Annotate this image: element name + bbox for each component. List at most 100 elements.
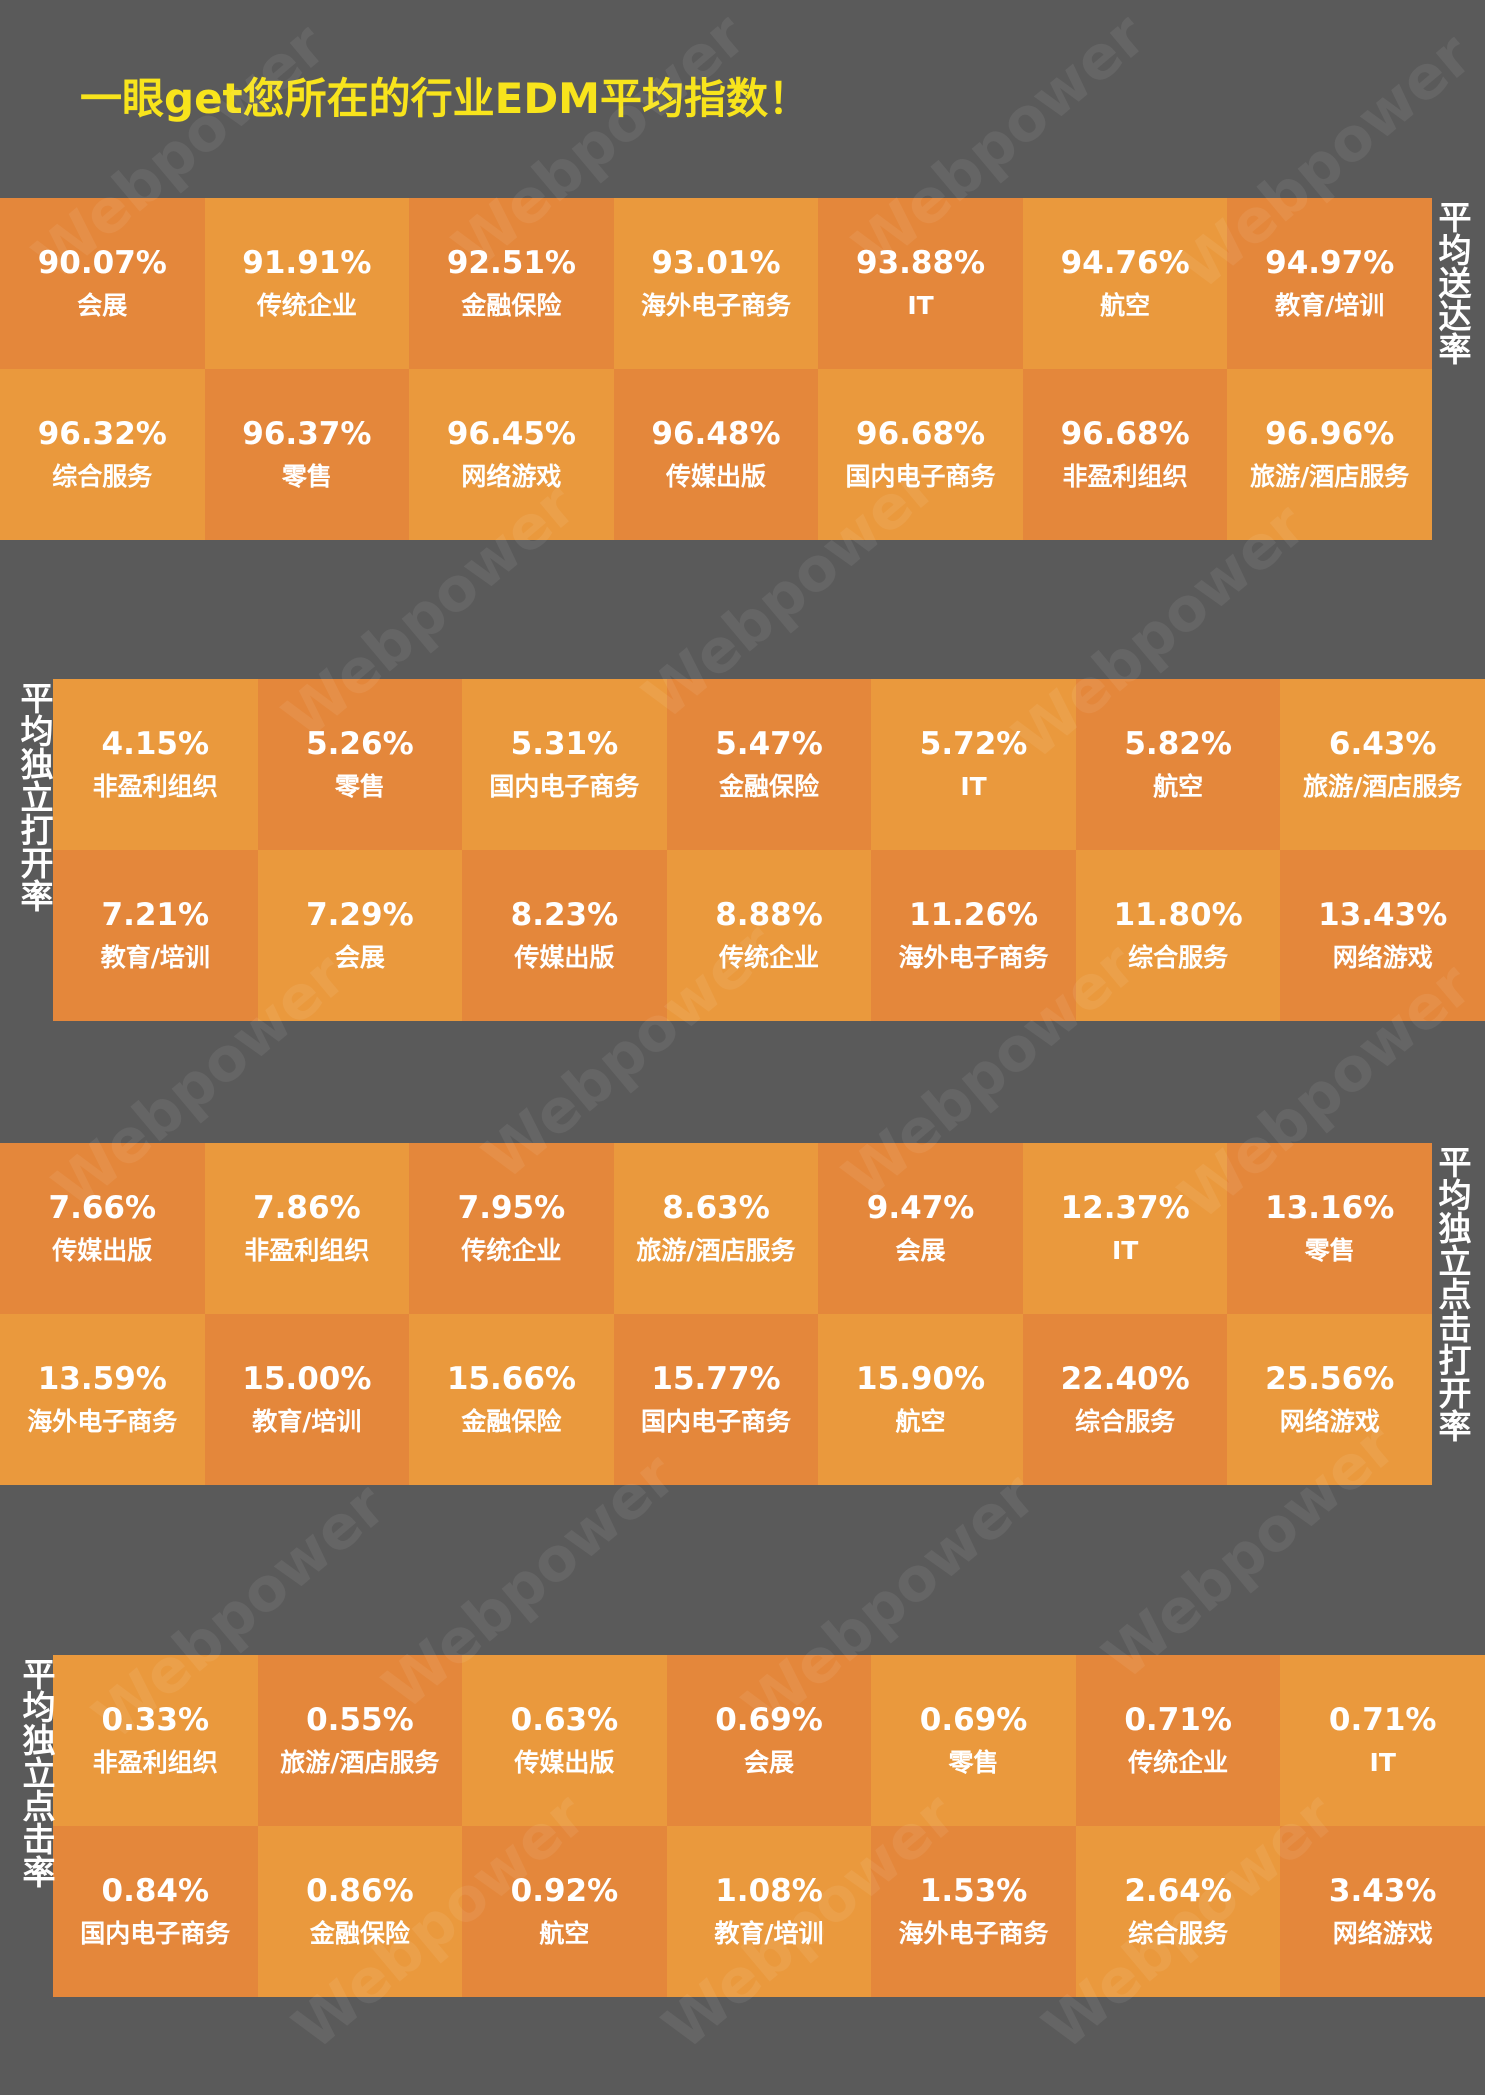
rate-cell: 25.56% 网络游戏 <box>1227 1314 1432 1485</box>
industry-label: 传统企业 <box>461 1235 562 1265</box>
rate-cell: 7.66% 传媒出版 <box>0 1143 205 1314</box>
rate-cell: 13.16% 零售 <box>1227 1143 1432 1314</box>
rate-cell: 1.53% 海外电子商务 <box>871 1826 1076 1997</box>
rate-cell: 0.63% 传媒出版 <box>462 1655 667 1826</box>
rate-value: 94.76% <box>1060 245 1190 282</box>
rate-cell: 0.86% 金融保险 <box>257 1826 463 1997</box>
industry-label: 教育/培训 <box>100 942 210 972</box>
rate-cell: 0.71% 传统企业 <box>1075 1655 1281 1826</box>
rate-value: 7.86% <box>253 1190 361 1227</box>
rate-cell: 1.08% 教育/培训 <box>666 1826 872 1997</box>
industry-label: 国内电子商务 <box>845 461 996 491</box>
rate-value: 94.97% <box>1265 245 1395 282</box>
rate-cell: 9.47% 会展 <box>818 1143 1023 1314</box>
click-rate-title: 平均独立点击率 <box>17 1657 56 1888</box>
industry-label: 海外电子商务 <box>640 290 791 320</box>
rate-cell: 7.21% 教育/培训 <box>53 850 258 1021</box>
rate-cell: 7.95% 传统企业 <box>409 1143 614 1314</box>
industry-label: IT <box>960 771 987 801</box>
rate-cell: 5.82% 航空 <box>1075 679 1281 850</box>
rate-cell: 0.69% 会展 <box>666 1655 872 1826</box>
rate-value: 90.07% <box>37 245 167 282</box>
rate-cell: 11.26% 海外电子商务 <box>871 850 1076 1021</box>
industry-label: 航空 <box>895 1406 946 1436</box>
rate-value: 6.43% <box>1328 726 1437 763</box>
rate-value: 11.26% <box>909 897 1039 934</box>
rate-value: 12.37% <box>1060 1190 1190 1227</box>
rate-cell: 8.23% 传媒出版 <box>462 850 667 1021</box>
rate-cell: 4.15% 非盈利组织 <box>53 679 258 850</box>
rate-cell: 96.32% 综合服务 <box>0 369 205 540</box>
rate-value: 7.95% <box>457 1190 566 1227</box>
rate-cell: 96.37% 零售 <box>204 369 410 540</box>
industry-label: 零售 <box>948 1747 999 1777</box>
page-title: 一眼get您所在的行业EDM平均指数！ <box>80 74 810 123</box>
rate-cell: 91.91% 传统企业 <box>204 198 410 369</box>
rate-value: 22.40% <box>1060 1361 1190 1398</box>
rate-value: 15.90% <box>856 1361 986 1398</box>
rate-value: 96.32% <box>37 416 167 453</box>
industry-label: 会展 <box>895 1235 946 1265</box>
industry-label: 会展 <box>334 942 385 972</box>
rate-value: 0.33% <box>101 1702 210 1739</box>
rate-cell: 5.47% 金融保险 <box>666 679 872 850</box>
industry-label: 网络游戏 <box>461 461 562 491</box>
industry-label: 零售 <box>334 771 385 801</box>
rate-value: 25.56% <box>1265 1361 1395 1398</box>
industry-label: 非盈利组织 <box>92 771 218 801</box>
click-to-open-rate-table: 7.66% 传媒出版 7.86% 非盈利组织 7.95% 传统企业 8.63% 旅游/酒… <box>0 1143 1432 1485</box>
rate-value: 5.72% <box>919 726 1028 763</box>
rate-cell: 0.55% 旅游/酒店服务 <box>257 1655 463 1826</box>
rate-value: 7.29% <box>306 897 414 934</box>
rate-value: 15.66% <box>446 1361 576 1398</box>
industry-label: 网络游戏 <box>1332 942 1433 972</box>
rate-value: 0.69% <box>715 1702 823 1739</box>
rate-cell: 15.90% 航空 <box>818 1314 1023 1485</box>
industry-label: IT <box>1111 1235 1139 1265</box>
rate-value: 0.71% <box>1124 1702 1232 1739</box>
industry-label: 旅游/酒店服务 <box>1303 771 1463 801</box>
rate-value: 0.63% <box>510 1702 619 1739</box>
industry-label: 传统企业 <box>256 290 357 320</box>
industry-label: 会展 <box>77 290 128 320</box>
rate-cell: 8.88% 传统企业 <box>666 850 872 1021</box>
rate-cell: 90.07% 会展 <box>0 198 205 369</box>
rate-value: 0.84% <box>101 1873 210 1910</box>
industry-label: 航空 <box>1100 290 1151 320</box>
rate-value: 0.55% <box>306 1702 414 1739</box>
rate-cell: 11.80% 综合服务 <box>1075 850 1281 1021</box>
industry-label: 非盈利组织 <box>1062 461 1188 491</box>
rate-value: 96.68% <box>1060 416 1190 453</box>
industry-label: 教育/培训 <box>252 1406 362 1436</box>
rate-cell: 5.26% 零售 <box>257 679 463 850</box>
rate-cell: 92.51% 金融保险 <box>409 198 614 369</box>
industry-label: 综合服务 <box>1128 1918 1229 1948</box>
industry-label: 海外电子商务 <box>898 942 1049 972</box>
rate-value: 11.80% <box>1113 897 1243 934</box>
rate-value: 4.15% <box>101 726 210 763</box>
rate-cell: 7.86% 非盈利组织 <box>204 1143 410 1314</box>
industry-label: 非盈利组织 <box>244 1235 370 1265</box>
rate-cell: 15.66% 金融保险 <box>409 1314 614 1485</box>
rate-cell: 6.43% 旅游/酒店服务 <box>1280 679 1485 850</box>
industry-label: 教育/培训 <box>714 1918 824 1948</box>
click-to-open-rate-title: 平均独立点击打开率 <box>1433 1145 1472 1442</box>
rate-value: 5.31% <box>510 726 619 763</box>
rate-value: 15.77% <box>651 1361 781 1398</box>
rate-cell: 5.72% IT <box>871 679 1076 850</box>
rate-value: 5.82% <box>1124 726 1232 763</box>
rate-value: 8.23% <box>510 897 619 934</box>
industry-label: 国内电子商务 <box>640 1406 791 1436</box>
delivery-rate-title: 平均送达率 <box>1433 200 1472 365</box>
rate-value: 0.69% <box>919 1702 1028 1739</box>
industry-label: IT <box>907 290 934 320</box>
rate-value: 8.88% <box>715 897 823 934</box>
industry-label: 海外电子商务 <box>27 1406 178 1436</box>
industry-label: 航空 <box>539 1918 590 1948</box>
rate-cell: 94.76% 航空 <box>1022 198 1228 369</box>
rate-cell: 96.68% 非盈利组织 <box>1022 369 1228 540</box>
industry-label: 旅游/酒店服务 <box>280 1747 440 1777</box>
rate-cell: 0.33% 非盈利组织 <box>53 1655 258 1826</box>
industry-label: 综合服务 <box>1075 1406 1176 1436</box>
